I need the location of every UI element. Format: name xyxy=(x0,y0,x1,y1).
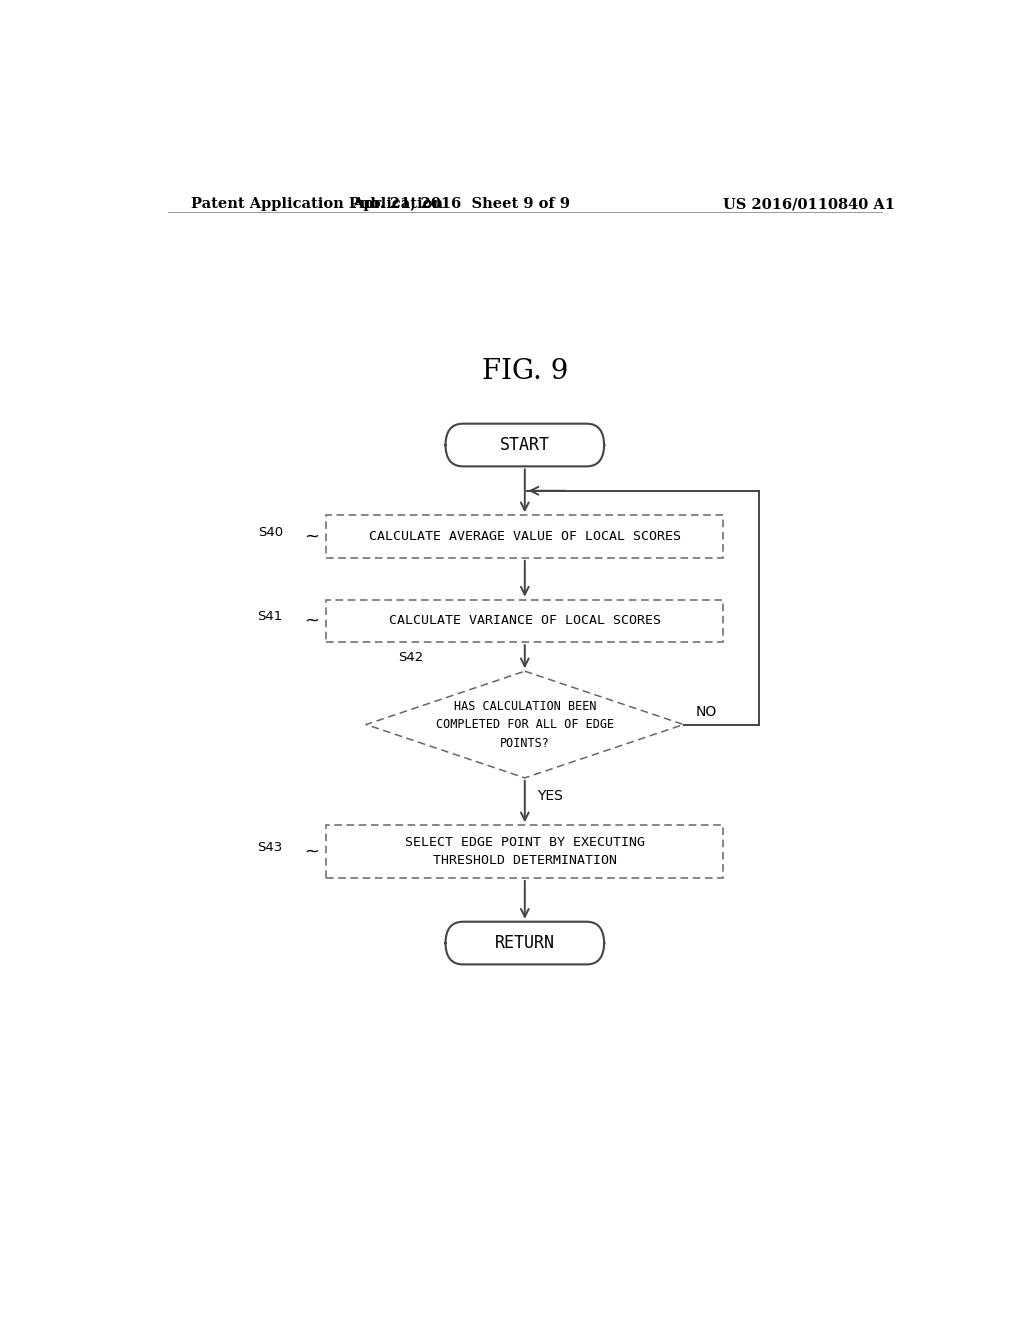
FancyBboxPatch shape xyxy=(445,921,604,965)
Text: ~: ~ xyxy=(304,612,319,630)
Text: ~: ~ xyxy=(304,842,319,861)
Text: CALCULATE AVERAGE VALUE OF LOCAL SCORES: CALCULATE AVERAGE VALUE OF LOCAL SCORES xyxy=(369,531,681,543)
Text: NO: NO xyxy=(695,705,717,719)
Text: S41: S41 xyxy=(257,610,283,623)
Text: S43: S43 xyxy=(257,841,283,854)
Text: S42: S42 xyxy=(397,652,423,664)
Text: SELECT EDGE POINT BY EXECUTING
THRESHOLD DETERMINATION: SELECT EDGE POINT BY EXECUTING THRESHOLD… xyxy=(404,836,645,867)
Text: YES: YES xyxy=(537,789,562,803)
Text: HAS CALCULATION BEEN
COMPLETED FOR ALL OF EDGE
POINTS?: HAS CALCULATION BEEN COMPLETED FOR ALL O… xyxy=(436,700,613,750)
Text: CALCULATE VARIANCE OF LOCAL SCORES: CALCULATE VARIANCE OF LOCAL SCORES xyxy=(389,614,660,627)
Bar xyxy=(327,599,723,643)
Text: Apr. 21, 2016  Sheet 9 of 9: Apr. 21, 2016 Sheet 9 of 9 xyxy=(352,197,570,211)
Text: Patent Application Publication: Patent Application Publication xyxy=(191,197,443,211)
Text: S40: S40 xyxy=(258,525,283,539)
Bar xyxy=(327,825,723,878)
Text: US 2016/0110840 A1: US 2016/0110840 A1 xyxy=(723,197,895,211)
Text: RETURN: RETURN xyxy=(495,935,555,952)
Text: START: START xyxy=(500,436,550,454)
Bar xyxy=(327,515,723,558)
FancyBboxPatch shape xyxy=(445,424,604,466)
Text: ~: ~ xyxy=(304,528,319,545)
Text: FIG. 9: FIG. 9 xyxy=(481,358,568,385)
